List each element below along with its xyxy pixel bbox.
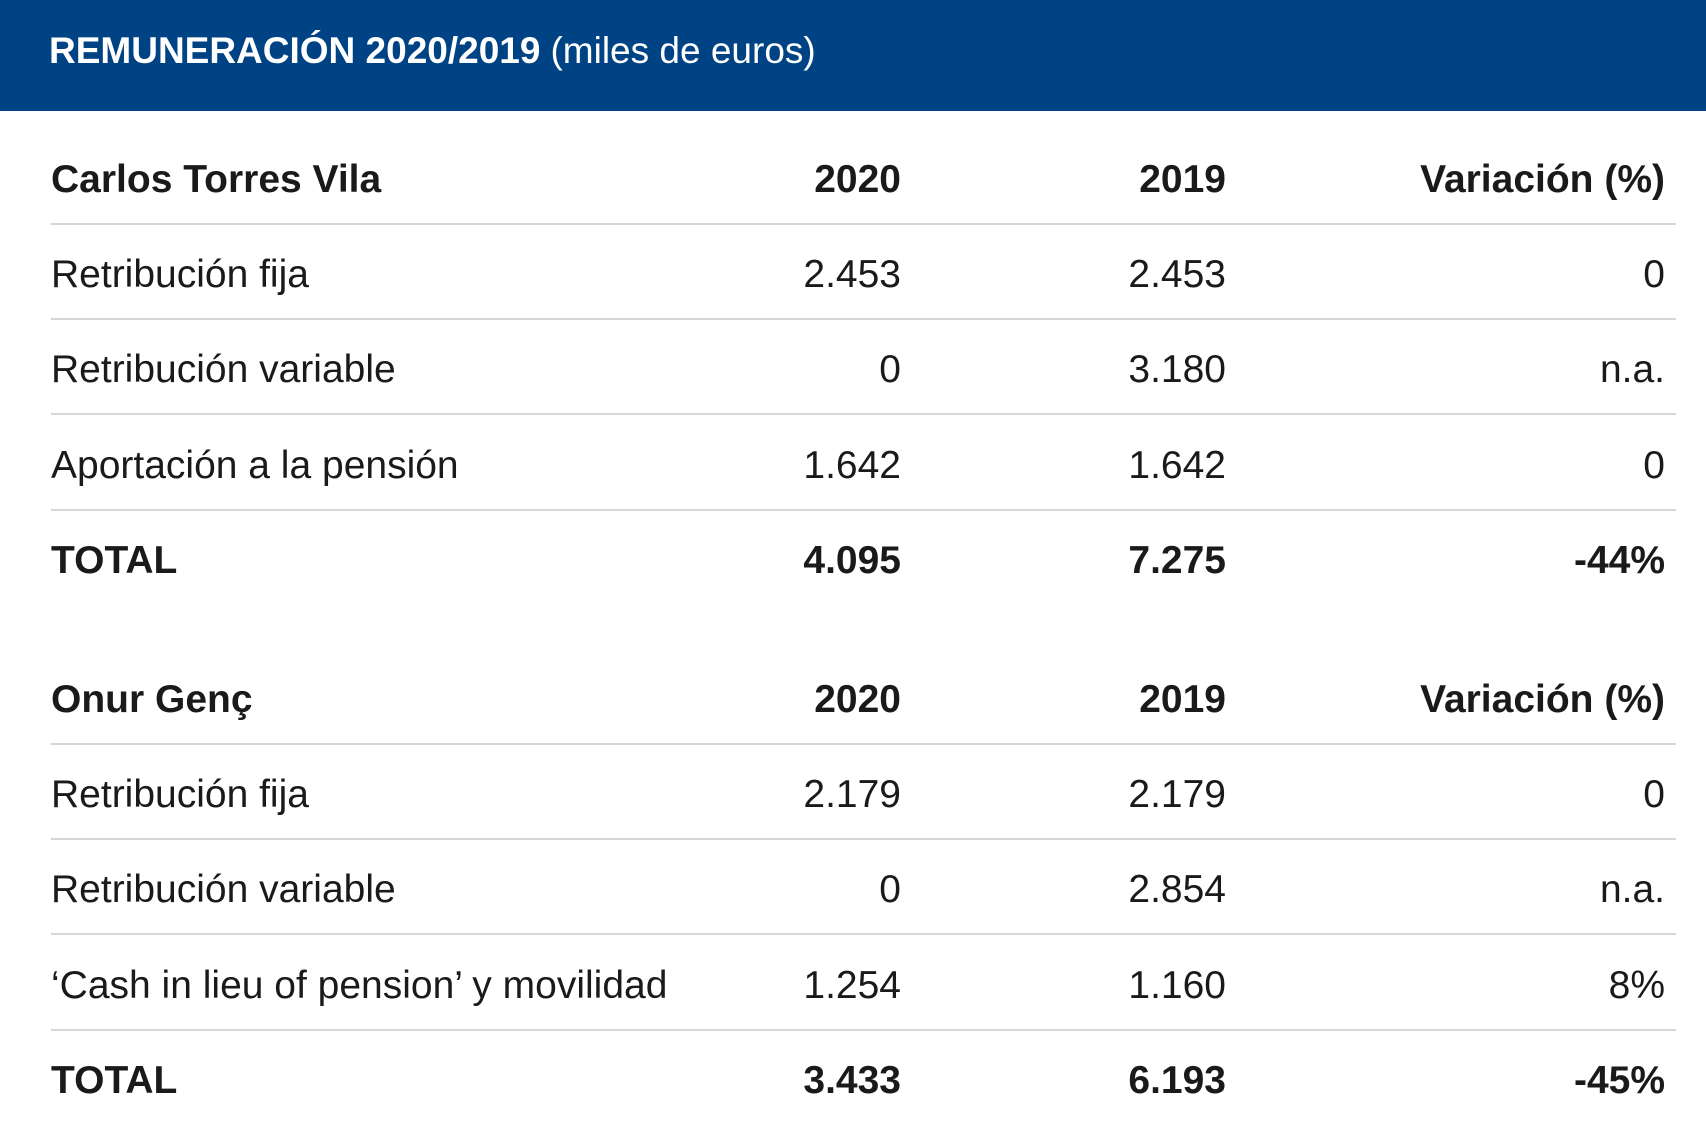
row-label: Carlos Torres Vila bbox=[51, 158, 382, 201]
cell-value: Variación (%) bbox=[1420, 678, 1665, 721]
cell-value: 0 bbox=[1643, 253, 1665, 297]
cell-value: 8% bbox=[1608, 963, 1665, 1007]
cell-value: 3.180 bbox=[1128, 348, 1226, 392]
header-bar: REMUNERACIÓN 2020/2019 (miles de euros) bbox=[0, 0, 1706, 111]
row-divider bbox=[51, 508, 1676, 511]
cell-value: 2.453 bbox=[803, 253, 901, 297]
cell-value: 2019 bbox=[1139, 158, 1226, 201]
cell-value: 2020 bbox=[814, 158, 901, 201]
cell-value: Variación (%) bbox=[1420, 158, 1665, 201]
row-label: Retribución fija bbox=[51, 253, 309, 297]
cell-value: 7.275 bbox=[1128, 538, 1226, 582]
row-divider bbox=[51, 1028, 1676, 1031]
cell-value: 2.179 bbox=[1128, 773, 1226, 817]
cell-value: 2019 bbox=[1139, 678, 1226, 721]
row-label: Onur Genç bbox=[51, 678, 253, 721]
row-label: TOTAL bbox=[51, 538, 178, 582]
row-divider bbox=[51, 838, 1676, 841]
cell-value: n.a. bbox=[1599, 348, 1665, 392]
cell-value: 3.433 bbox=[803, 1058, 901, 1102]
cell-value: -44% bbox=[1573, 538, 1665, 582]
cell-value: 1.642 bbox=[803, 443, 901, 487]
row-label: ‘Cash in lieu of pension’ y movilidad bbox=[51, 963, 668, 1007]
cell-value: 2020 bbox=[814, 678, 901, 721]
row-divider bbox=[51, 318, 1676, 321]
row-divider bbox=[51, 933, 1676, 936]
cell-value: 0 bbox=[1643, 443, 1665, 487]
row-divider bbox=[51, 743, 1676, 745]
cell-value: 0 bbox=[879, 348, 901, 392]
row-label: TOTAL bbox=[51, 1058, 178, 1102]
row-divider bbox=[51, 413, 1676, 416]
cell-value: 0 bbox=[879, 868, 901, 912]
cell-value: 2.854 bbox=[1128, 868, 1226, 912]
cell-value: 1.642 bbox=[1128, 443, 1226, 487]
cell-value: 2.453 bbox=[1128, 253, 1226, 297]
row-label: Aportación a la pensión bbox=[51, 443, 459, 487]
cell-value: 1.160 bbox=[1128, 963, 1226, 1007]
subtitle: (miles de euros) bbox=[550, 30, 816, 71]
cell-value: 4.095 bbox=[803, 538, 901, 582]
cell-value: 2.179 bbox=[803, 773, 901, 817]
row-label: Retribución variable bbox=[51, 868, 396, 912]
title: REMUNERACIÓN 2020/2019 bbox=[49, 30, 541, 71]
cell-value: 6.193 bbox=[1128, 1058, 1226, 1102]
header-title-line: REMUNERACIÓN 2020/2019 (miles de euros) bbox=[49, 30, 816, 72]
cell-value: 1.254 bbox=[803, 963, 901, 1007]
row-label: Retribución variable bbox=[51, 348, 396, 392]
cell-value: 0 bbox=[1643, 773, 1665, 817]
row-label: Retribución fija bbox=[51, 773, 309, 817]
cell-value: -45% bbox=[1573, 1058, 1665, 1102]
cell-value: n.a. bbox=[1599, 868, 1665, 912]
row-divider bbox=[51, 223, 1676, 225]
